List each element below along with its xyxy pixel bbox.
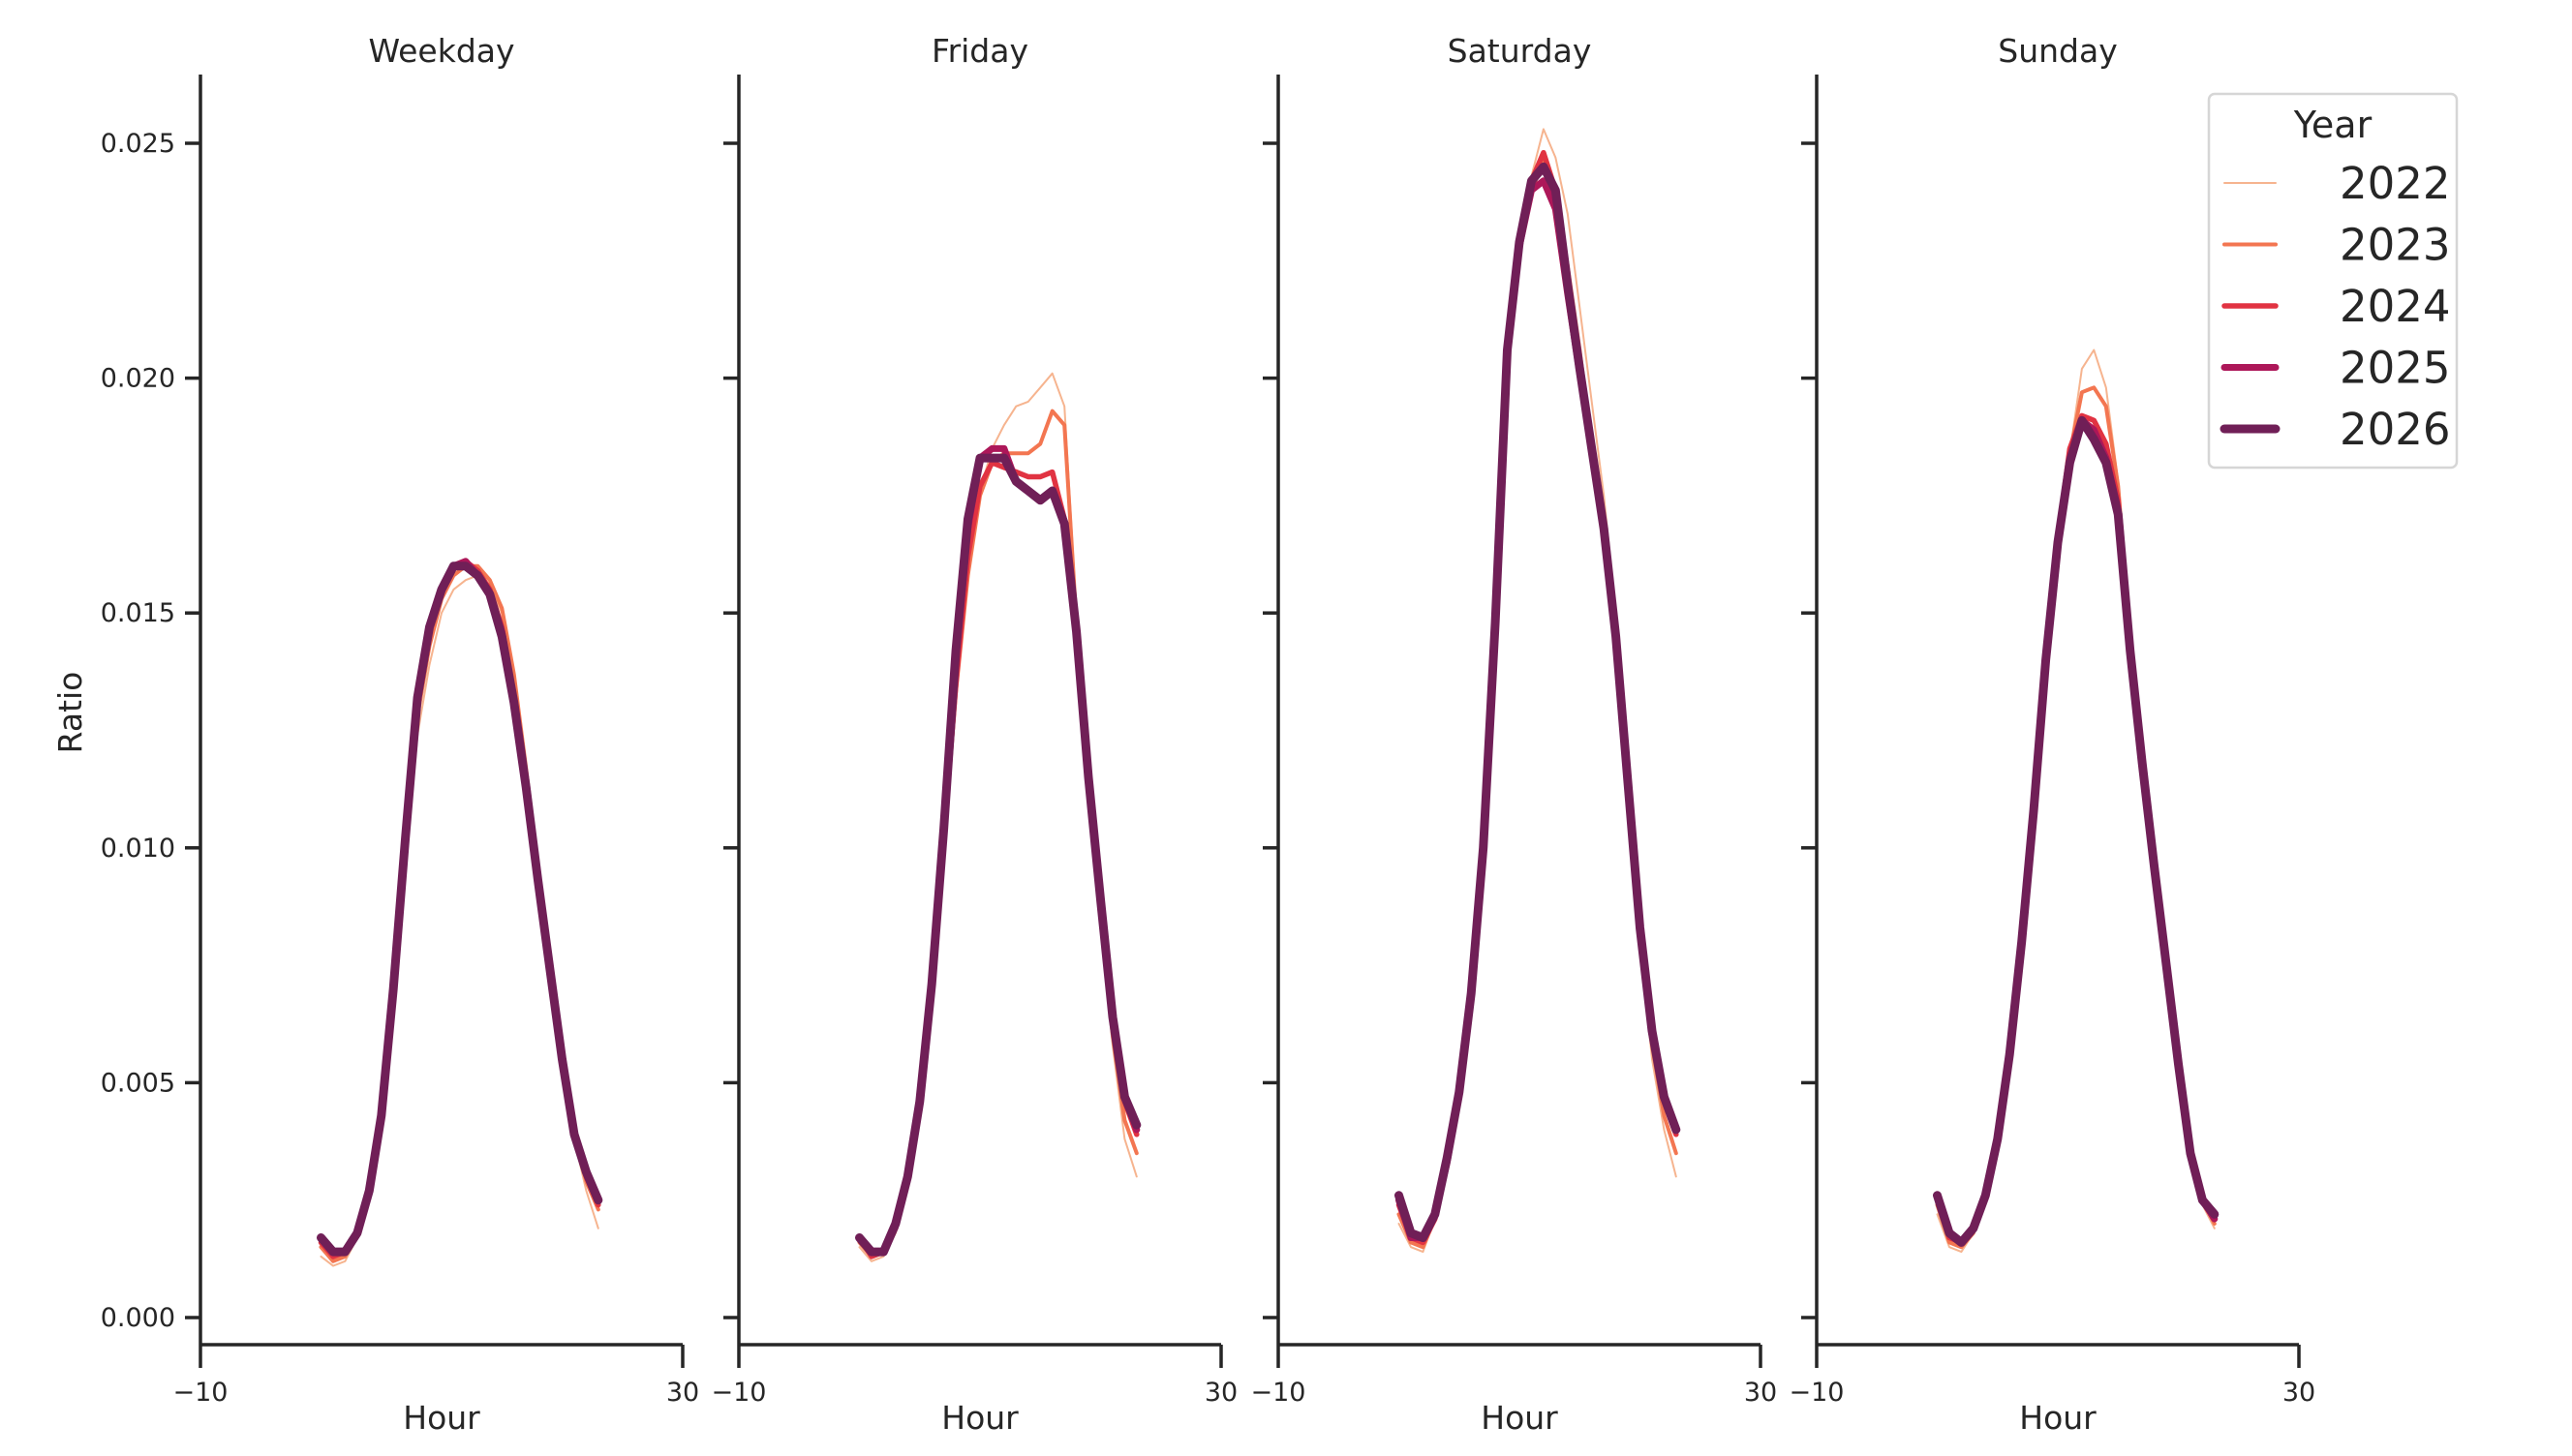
legend-frame	[2207, 92, 2459, 470]
x-tick-label: 30	[1205, 1378, 1238, 1408]
legend-title: Year	[2293, 104, 2373, 146]
series-line-2023	[1396, 160, 1678, 1250]
y-tick-label: 0.000	[101, 1303, 175, 1333]
panel-friday: Friday −10 30 Hour	[712, 32, 1239, 1437]
y-tick-label: 0.015	[101, 598, 175, 628]
series-line-2024	[1934, 412, 2218, 1246]
x-tick-label: 30	[2282, 1378, 2315, 1408]
series-line-2022	[320, 574, 599, 1267]
panel-title: Friday	[932, 32, 1028, 70]
legend-label: 2025	[2340, 343, 2451, 394]
legend: Year 2022 2023 2024 2025 2026	[2207, 92, 2459, 470]
series-line-2024	[1395, 149, 1679, 1246]
series-line-2026	[1394, 162, 1681, 1242]
series-line-2023	[1935, 385, 2217, 1250]
series-line-2022	[1397, 128, 1677, 1254]
x-tick-label: −10	[712, 1378, 767, 1408]
x-tick-label: 30	[666, 1378, 699, 1408]
panel-sunday: Sunday −10 30 Hour	[1790, 32, 2316, 1437]
x-tick-label: −10	[173, 1378, 229, 1408]
series-line-2023	[319, 563, 600, 1263]
panel-saturday: Saturday −10 30 Hour	[1251, 32, 1778, 1437]
series-line-2025	[318, 558, 602, 1256]
x-axis-label: Hour	[403, 1399, 480, 1437]
panel-title: Weekday	[368, 32, 514, 70]
x-axis-label: Hour	[1481, 1399, 1558, 1437]
legend-item-2024: 2024	[2221, 281, 2451, 332]
series-line-2025	[1934, 416, 2219, 1246]
series-line-2025	[1395, 177, 1680, 1241]
y-tick-label: 0.010	[101, 834, 175, 864]
y-tick-label: 0.020	[101, 364, 175, 394]
series-line-2026	[317, 561, 603, 1257]
legend-label: 2026	[2340, 404, 2451, 455]
y-axis-label: Ratio	[51, 672, 89, 754]
panels: Weekday 0.000 0.005 0.010 0.015 0.020 0.025 −10…	[101, 32, 2315, 1437]
legend-label: 2022	[2340, 158, 2451, 209]
legend-label: 2024	[2340, 281, 2451, 332]
x-tick-label: −10	[1251, 1378, 1306, 1408]
legend-item-2026: 2026	[2220, 404, 2451, 455]
legend-item-2022: 2022	[2223, 158, 2451, 209]
y-tick-label: 0.025	[101, 129, 175, 159]
legend-label: 2023	[2340, 220, 2451, 271]
series-line-2026	[855, 453, 1142, 1257]
y-tick-label: 0.005	[101, 1068, 175, 1098]
legend-items: 2022 2023 2024 2025 2026	[2220, 158, 2451, 455]
panel-title: Saturday	[1448, 32, 1592, 70]
series-line-2022	[1936, 349, 2216, 1254]
x-axis-label: Hour	[941, 1399, 1019, 1437]
series-line-2024	[318, 559, 601, 1259]
legend-item-2025: 2025	[2220, 343, 2451, 394]
x-tick-label: −10	[1790, 1378, 1845, 1408]
x-tick-label: 30	[1744, 1378, 1777, 1408]
panel-weekday: Weekday 0.000 0.005 0.010 0.015 0.020 0.025 −10…	[101, 32, 699, 1437]
legend-item-2023: 2023	[2222, 220, 2451, 271]
panel-title: Sunday	[1998, 32, 2117, 70]
x-axis-label: Hour	[2019, 1399, 2097, 1437]
series-line-2026	[1933, 415, 2220, 1247]
